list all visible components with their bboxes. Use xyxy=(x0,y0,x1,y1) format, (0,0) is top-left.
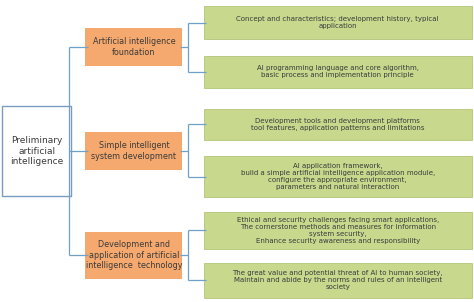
FancyBboxPatch shape xyxy=(2,106,71,196)
Text: AI application framework,
build a simple artificial intelligence application mod: AI application framework, build a simple… xyxy=(241,163,435,190)
Text: Ethical and security challenges facing smart applications,
The cornerstone metho: Ethical and security challenges facing s… xyxy=(237,217,439,244)
FancyBboxPatch shape xyxy=(85,232,182,278)
FancyBboxPatch shape xyxy=(85,132,182,170)
FancyBboxPatch shape xyxy=(204,156,472,197)
Text: Artificial intelligence
foundation: Artificial intelligence foundation xyxy=(92,37,175,56)
FancyBboxPatch shape xyxy=(204,6,472,39)
FancyBboxPatch shape xyxy=(204,56,472,88)
Text: Development and
application of artificial
intelligence  technology: Development and application of artificia… xyxy=(86,240,182,270)
Text: Concept and characteristics; development history, typical
application: Concept and characteristics; development… xyxy=(237,16,439,29)
FancyBboxPatch shape xyxy=(204,109,472,140)
FancyBboxPatch shape xyxy=(85,28,182,66)
Text: Simple intelligent
system development: Simple intelligent system development xyxy=(91,141,176,161)
FancyBboxPatch shape xyxy=(204,263,472,298)
Text: AI programming language and core algorithm,
basic process and implementation pri: AI programming language and core algorit… xyxy=(257,65,419,79)
Text: The great value and potential threat of AI to human society,
Maintain and abide : The great value and potential threat of … xyxy=(232,270,443,290)
Text: Development tools and development platforms
tool features, application patterns : Development tools and development platfo… xyxy=(251,118,425,131)
FancyBboxPatch shape xyxy=(204,211,472,249)
Text: Preliminary
artificial
intelligence: Preliminary artificial intelligence xyxy=(10,136,64,166)
